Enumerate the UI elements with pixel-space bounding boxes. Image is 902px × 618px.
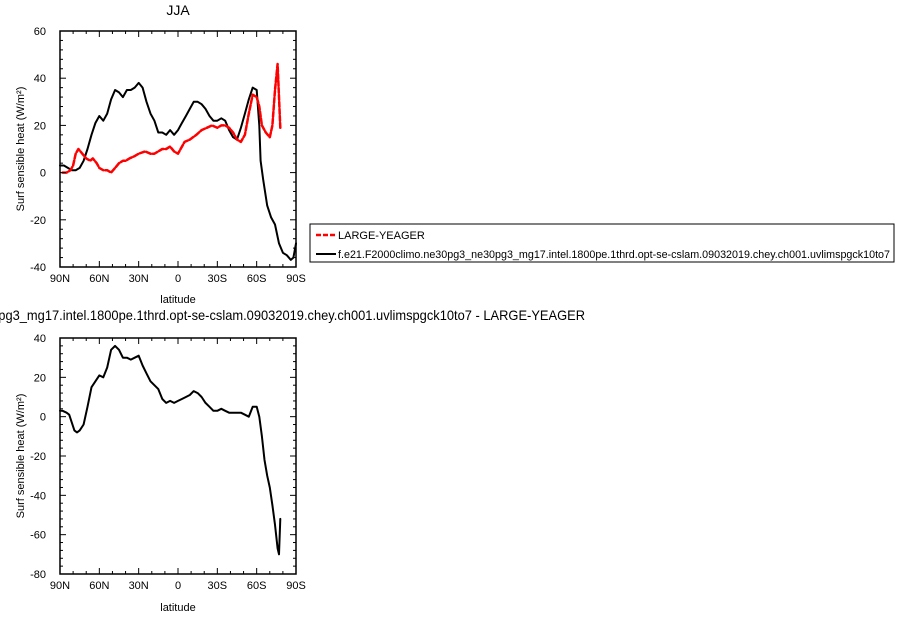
y-tick-label: 0 bbox=[40, 168, 46, 180]
x-tick-label: 60N bbox=[89, 273, 109, 285]
x-tick-label: 30S bbox=[208, 580, 228, 592]
bottom-plot-frame bbox=[59, 337, 297, 575]
series-line-model bbox=[59, 81, 297, 261]
x-tick-label: 90N bbox=[50, 273, 70, 285]
legend-label-large-yeager: LARGE-YEAGER bbox=[338, 230, 425, 242]
x-tick-label: 90S bbox=[286, 580, 306, 592]
y-tick-label: -40 bbox=[30, 490, 46, 502]
series-line-large-yeager bbox=[61, 62, 282, 174]
y-tick-label: 0 bbox=[40, 412, 46, 424]
y-tick-label: 40 bbox=[34, 333, 46, 345]
series-line-model bbox=[59, 344, 282, 556]
x-tick-label: 60N bbox=[89, 580, 109, 592]
bottom-panel: f.e21.F2000climo.ne30pg3_ne30pg3_mg17.in… bbox=[0, 307, 585, 614]
y-tick-label: -60 bbox=[30, 530, 46, 542]
x-tick-label: 30S bbox=[208, 273, 228, 285]
x-tick-label: 30N bbox=[129, 273, 149, 285]
y-tick-label: -80 bbox=[30, 569, 46, 581]
x-tick-label: 0 bbox=[175, 273, 181, 285]
y-tick-label: -40 bbox=[30, 262, 46, 274]
x-tick-label: 30N bbox=[129, 580, 149, 592]
y-tick-label: 60 bbox=[34, 26, 46, 38]
top-y-axis-label: Surf sensible heat (W/m²) bbox=[15, 87, 27, 212]
y-tick-label: 40 bbox=[34, 73, 46, 85]
bottom-panel-title: f.e21.F2000climo.ne30pg3_ne30pg3_mg17.in… bbox=[0, 307, 585, 323]
top-panel-title: JJA bbox=[166, 2, 190, 18]
x-tick-label: 0 bbox=[175, 580, 181, 592]
legend-box bbox=[309, 223, 895, 263]
y-tick-label: 20 bbox=[34, 120, 46, 132]
top-panel: JJA 90N 60N 30N 0 30S 60S 90S -40 -20 0 20 40 60 lat… bbox=[15, 2, 306, 306]
x-tick-label: 90S bbox=[286, 273, 306, 285]
y-tick-label: -20 bbox=[30, 215, 46, 227]
y-tick-label: -20 bbox=[30, 451, 46, 463]
bottom-x-axis-label: latitude bbox=[160, 602, 195, 614]
x-tick-label: 90N bbox=[50, 580, 70, 592]
top-x-axis-label: latitude bbox=[160, 294, 195, 306]
legend: LARGE-YEAGER f.e21.F2000climo.ne30pg3_ne… bbox=[309, 223, 895, 263]
bottom-y-axis-label: Surf sensible heat (W/m²) bbox=[15, 394, 27, 519]
y-tick-label: 20 bbox=[34, 372, 46, 384]
legend-label-model: f.e21.F2000climo.ne30pg3_ne30pg3_mg17.in… bbox=[338, 249, 890, 261]
x-tick-label: 60S bbox=[247, 273, 267, 285]
x-tick-label: 60S bbox=[247, 580, 267, 592]
